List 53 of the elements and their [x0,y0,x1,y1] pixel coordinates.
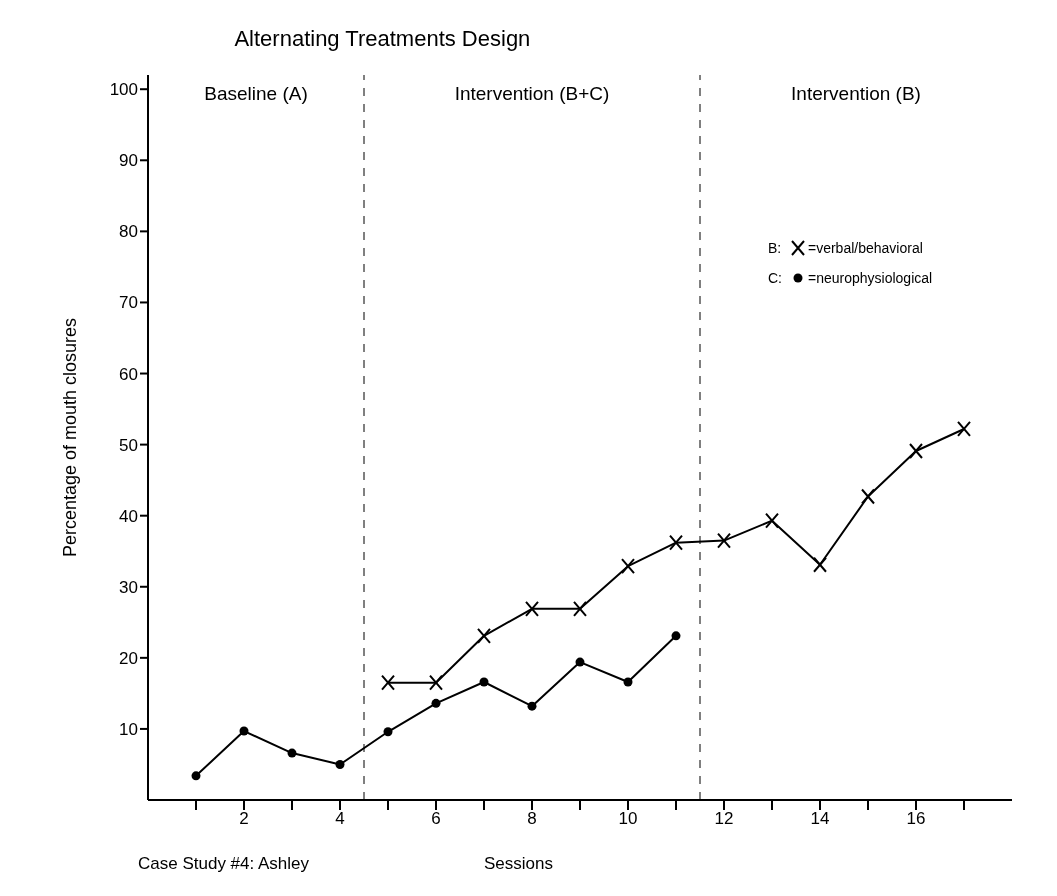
point [957,420,971,437]
annotation: Baseline (A) [203,83,309,105]
text: Case Study #4: Ashley [138,854,310,874]
y-tick-label: 70 [119,293,138,313]
annotation: Intervention (B+C) [453,83,611,105]
legend-label: =neurophysiological [808,270,933,286]
point [477,627,491,644]
y-tick-label: 100 [109,80,138,100]
y-tick-label: 60 [119,364,138,384]
x-tick-label: 10 [618,809,638,829]
x-tick-label: 4 [335,809,345,829]
x-tick-label: 8 [527,809,537,829]
chart-title: Alternating Treatments Design [233,26,532,52]
point [239,726,249,736]
y-tick-label: 50 [119,435,138,455]
point [623,677,633,687]
y-tick-label: 90 [119,151,138,171]
y-axis-title: Percentage of mouth closures [60,317,81,558]
point [335,759,345,769]
y-tick-label: 10 [119,719,138,739]
point [191,771,201,781]
y-tick-label: 80 [119,222,138,242]
x-tick-label: 12 [714,809,734,829]
x-tick-label: 14 [810,809,830,829]
point [717,532,731,549]
point [525,600,539,617]
y-tick-label: 40 [119,506,138,526]
x-tick-label: 2 [239,809,249,829]
point [429,674,443,691]
point [669,534,683,551]
x-axis-title: Sessions [484,854,553,874]
point [813,556,827,573]
point [621,558,635,575]
point [527,701,537,711]
point [861,488,875,505]
x-tick-label: 16 [906,809,926,829]
point [431,698,441,708]
annotation: Intervention (B) [790,83,922,105]
annotation: C: [768,270,782,286]
point [671,631,681,641]
point [573,600,587,617]
point [381,674,395,691]
point [287,748,297,758]
x-tick-label: 6 [431,809,441,829]
y-tick-label: 30 [119,577,138,597]
y-tick-label: 20 [119,648,138,668]
point [909,443,923,459]
annotation: B: [768,240,782,256]
point [575,657,585,667]
legend-label: =verbal/behavioral [808,240,923,256]
point [383,727,393,737]
point [479,677,489,687]
point [765,512,779,529]
